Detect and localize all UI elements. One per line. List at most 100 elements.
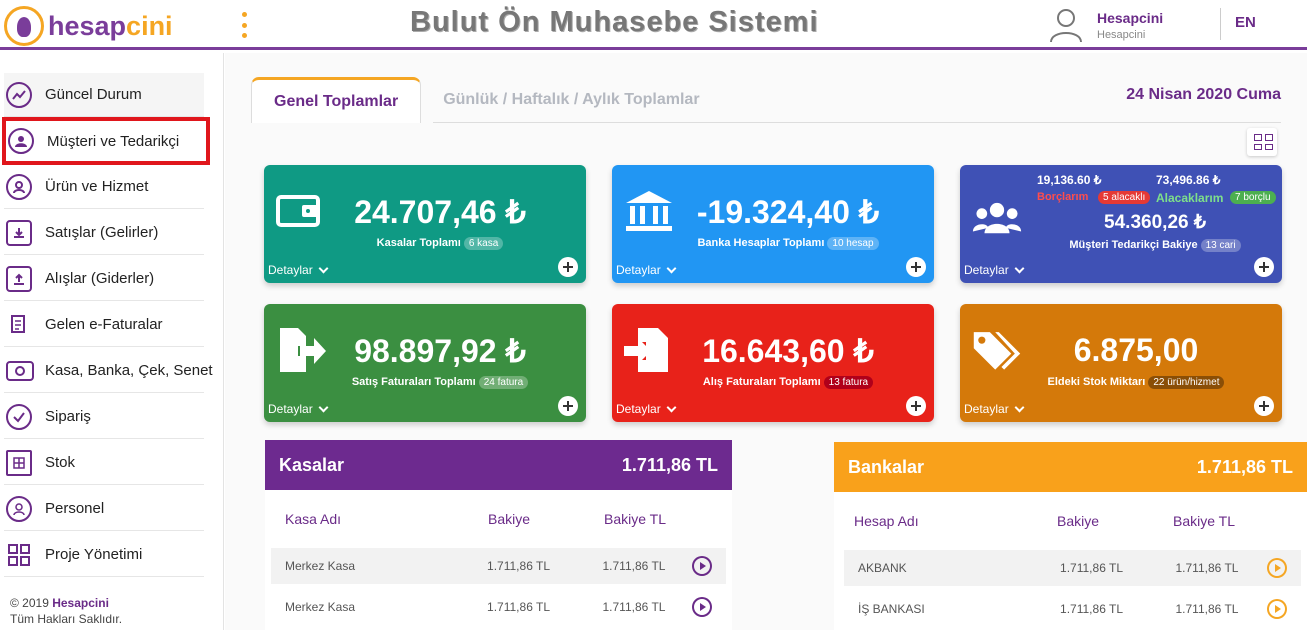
card-amount: 24.707,46 ₺ xyxy=(354,194,526,230)
panel-title: Bankalar xyxy=(848,456,925,477)
sidebar-item-guncel-durum[interactable]: Güncel Durum xyxy=(4,73,204,117)
table-cell: 1.711,86 TL xyxy=(1060,602,1123,616)
panel-total: 1.711,86 TL xyxy=(621,454,718,475)
count-badge: 10 hesap xyxy=(827,237,879,250)
grid-icon xyxy=(6,542,32,568)
users-icon xyxy=(972,202,1022,234)
borc-label: Borçlarım xyxy=(1037,191,1089,203)
table-cell: 1.711,86 TL xyxy=(1060,561,1123,575)
column-header: Bakiye TL xyxy=(604,511,666,527)
details-toggle[interactable]: Detaylar xyxy=(616,402,675,416)
column-header: Bakiye TL xyxy=(1173,513,1235,529)
card-caption: Kasalar Toplamı 6 kasa xyxy=(264,237,586,250)
user-company: Hesapcini xyxy=(1097,28,1146,41)
details-toggle[interactable]: Detaylar xyxy=(268,402,327,416)
count-badge: 24 fatura xyxy=(478,376,529,389)
menu-toggle-icon[interactable] xyxy=(238,12,250,38)
count-badge: 6 kasa xyxy=(463,237,504,250)
card-caption: Müşteri Tedarikçi Bakiye 13 cari xyxy=(1028,239,1282,252)
language-switch[interactable]: EN xyxy=(1235,14,1256,31)
details-toggle[interactable]: Detaylar xyxy=(268,263,327,277)
sidebar-item-siparis[interactable]: Sipariş xyxy=(4,395,204,439)
borc-amount: 19,136.60 ₺ xyxy=(1037,173,1102,187)
alacak-label: Alacaklarım xyxy=(1156,191,1224,205)
sidebar-item-kasa-banka[interactable]: Kasa, Banka, Çek, Senet xyxy=(4,349,213,393)
column-header: Bakiye xyxy=(488,511,531,527)
add-button[interactable] xyxy=(906,257,926,277)
card-caption: Banka Hesaplar Toplamı 10 hesap xyxy=(612,237,934,250)
sidebar-item-label: Alışlar (Giderler) xyxy=(45,270,155,287)
invoice-icon xyxy=(6,312,32,338)
alacak-badge: 7 borçlu xyxy=(1230,191,1276,204)
add-button[interactable] xyxy=(558,257,578,277)
table-header: Kasa Adı Bakiye Bakiye TL xyxy=(265,490,732,548)
footer-brand[interactable]: Hesapcini xyxy=(52,596,109,610)
table-row[interactable]: AKBANK 1.711,86 TL 1.711,86 TL xyxy=(844,550,1301,586)
play-icon[interactable] xyxy=(692,597,712,617)
sidebar-item-alislar[interactable]: Alışlar (Giderler) xyxy=(4,257,204,301)
tab-genel-toplamlar[interactable]: Genel Toplamlar xyxy=(251,77,422,123)
card-caption-text: Satış Faturaları Toplamı xyxy=(351,376,476,388)
main-content: Genel Toplamlar Günlük / Haftalık / Aylı… xyxy=(225,53,1307,630)
logo-icon xyxy=(4,6,44,46)
sidebar-item-personel[interactable]: Personel xyxy=(4,487,204,531)
sidebar-item-label: Müşteri ve Tedarikçi xyxy=(47,132,180,150)
sidebar-item-musteri-tedarikci[interactable]: Müşteri ve Tedarikçi xyxy=(2,117,210,165)
card-amount: 6.875,00 xyxy=(1073,332,1199,368)
sidebar-item-satislar[interactable]: Satışlar (Gelirler) xyxy=(4,211,204,255)
card-banka-toplami: -19.324,40 ₺ Banka Hesaplar Toplamı 10 he… xyxy=(612,165,934,283)
add-button[interactable] xyxy=(1254,257,1274,277)
sidebar-item-proje-yonetimi[interactable]: Proje Yönetimi xyxy=(4,533,204,577)
app-title: Bulut Ön Muhasebe Sistemi xyxy=(410,6,819,38)
sidebar-item-gelen-efatura[interactable]: Gelen e-Faturalar xyxy=(4,303,204,347)
add-button[interactable] xyxy=(1254,396,1274,416)
user-icon xyxy=(8,128,34,154)
card-amount: 98.897,92 ₺ xyxy=(354,333,526,369)
card-satis-faturalari: 98.897,92 ₺ Satış Faturaları Toplamı 24 f… xyxy=(264,304,586,422)
sidebar-item-label: Stok xyxy=(45,454,76,471)
add-button[interactable] xyxy=(558,396,578,416)
divider xyxy=(1220,8,1221,40)
details-toggle[interactable]: Detaylar xyxy=(964,402,1023,416)
sidebar-item-label: Proje Yönetimi xyxy=(45,546,143,563)
add-button[interactable] xyxy=(906,396,926,416)
panel-header: Kasalar 1.711,86 TL xyxy=(265,440,732,490)
top-bar: hesapcini Bulut Ön Muhasebe Sistemi Hesa… xyxy=(0,0,1307,50)
table-row[interactable]: Merkez Kasa 1.711,86 TL 1.711,86 TL xyxy=(271,548,726,584)
card-amount: 54.360,26 ₺ xyxy=(1104,212,1206,233)
layout-grid-button[interactable] xyxy=(1247,128,1277,156)
play-icon[interactable] xyxy=(1267,558,1287,578)
table-cell: 1.711,86 TL xyxy=(1175,561,1239,575)
income-icon xyxy=(6,219,32,246)
card-caption: Satış Faturaları Toplamı 24 fatura xyxy=(264,376,586,389)
table-row[interactable]: İŞ BANKASI 1.711,86 TL 1.711,86 TL xyxy=(844,591,1301,627)
card-caption: Eldeki Stok Miktarı 22 ürün/hizmet xyxy=(960,376,1282,389)
column-header: Hesap Adı xyxy=(854,513,919,529)
logo[interactable]: hesapcini xyxy=(4,6,173,46)
tab-underline xyxy=(433,122,1281,123)
column-header: Bakiye xyxy=(1057,513,1100,529)
tab-donemsel-toplamlar[interactable]: Günlük / Haftalık / Aylık Toplamlar xyxy=(443,91,700,108)
alacak-amount: 73,496.86 ₺ xyxy=(1156,173,1221,187)
play-icon[interactable] xyxy=(1267,599,1287,619)
details-toggle[interactable]: Detaylar xyxy=(964,263,1023,277)
count-badge: 13 fatura xyxy=(823,376,874,389)
sidebar-item-label: Ürün ve Hizmet xyxy=(45,178,149,195)
sidebar-item-urun-hizmet[interactable]: Ürün ve Hizmet xyxy=(4,165,204,209)
cash-icon xyxy=(6,360,34,381)
column-header: Kasa Adı xyxy=(285,511,342,527)
borc-badge: 5 alacaklı xyxy=(1098,191,1151,204)
card-amount: 16.643,60 ₺ xyxy=(702,333,874,369)
table-cell: 1.711,86 TL xyxy=(487,559,550,573)
table-row[interactable]: Merkez Kasa 1.711,86 TL 1.711,86 TL xyxy=(271,589,726,625)
footer-rights: Tüm Hakları Saklıdır. xyxy=(10,612,123,626)
sidebar-item-stok[interactable]: Stok xyxy=(4,441,204,485)
sidebar-item-label: Satışlar (Gelirler) xyxy=(45,224,159,241)
user-menu[interactable]: Hesapcini Hesapcini xyxy=(1048,6,1163,44)
current-date: 24 Nisan 2020 Cuma xyxy=(1126,86,1281,103)
table-cell: 1.711,86 TL xyxy=(602,600,666,614)
user-avatar-icon xyxy=(1050,9,1082,43)
details-toggle[interactable]: Detaylar xyxy=(616,263,675,277)
count-badge: 22 ürün/hizmet xyxy=(1148,376,1225,389)
play-icon[interactable] xyxy=(692,556,712,576)
